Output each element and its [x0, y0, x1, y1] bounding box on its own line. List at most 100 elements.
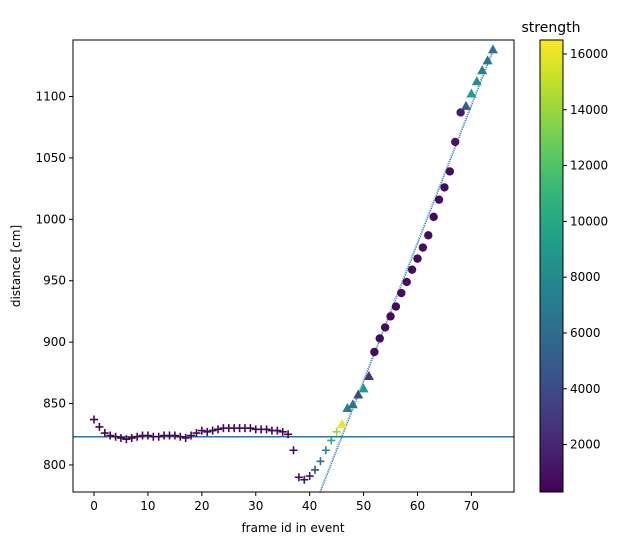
plus-point — [316, 457, 325, 466]
plus-point — [208, 426, 217, 435]
plus-point — [246, 424, 255, 433]
plus-point — [327, 436, 336, 445]
plus-point — [192, 429, 201, 438]
circle-point — [451, 137, 460, 147]
reference-lines — [73, 50, 514, 492]
plus-point — [116, 433, 125, 442]
x-tick-label: 50 — [356, 499, 371, 513]
fit-line — [319, 50, 494, 492]
plus-point — [278, 427, 287, 436]
plus-point — [214, 425, 223, 434]
y-tick-label: 1050 — [35, 151, 66, 165]
plus-point — [332, 427, 341, 436]
plus-point — [294, 473, 303, 482]
colorbar-label: strength — [522, 20, 581, 36]
circle-point — [397, 288, 406, 298]
circle-point — [386, 312, 395, 321]
y-tick-label: 1000 — [35, 212, 66, 226]
plus-point — [95, 422, 104, 431]
y-tick-label: 1100 — [35, 90, 66, 104]
plot-frame — [72, 39, 515, 493]
circle-point — [407, 265, 417, 274]
circle-point — [434, 195, 444, 204]
circle-point — [402, 277, 411, 287]
circle-point — [418, 243, 428, 252]
triangle-point — [342, 402, 353, 412]
plus-point — [311, 465, 320, 474]
plus-point — [176, 432, 185, 441]
plus-point — [289, 446, 298, 455]
colorbar-gradient — [539, 39, 564, 493]
triangle-point — [353, 389, 364, 399]
plot-area — [73, 40, 514, 492]
triangle-point — [482, 55, 493, 65]
plus-point — [300, 475, 309, 484]
y-axis-label: distance [cm] — [9, 225, 23, 307]
plus-point — [133, 432, 142, 441]
x-tick-label: 40 — [302, 499, 317, 513]
colorbar-tick-label: 16000 — [570, 47, 608, 61]
triangle-point — [358, 383, 369, 393]
x-tick-label: 20 — [194, 499, 209, 513]
circle-point — [413, 254, 422, 263]
circle-point — [370, 347, 379, 357]
triangle-point — [471, 76, 482, 86]
triangle-point — [363, 371, 374, 381]
circle-point — [429, 212, 438, 222]
x-tick-label: 70 — [464, 499, 479, 513]
plus-point — [106, 431, 115, 440]
x-tick-label: 10 — [140, 499, 155, 513]
plus-point — [154, 432, 163, 441]
circle-point — [456, 108, 465, 117]
circle-point — [424, 231, 433, 240]
triangle-point — [466, 88, 477, 98]
triangle-point — [487, 44, 498, 54]
colorbar-tick-label: 4000 — [570, 382, 601, 396]
y-tick-label: 800 — [43, 458, 66, 472]
x-tick-label: 0 — [90, 499, 98, 513]
plus-point — [181, 433, 190, 442]
plus-point — [111, 432, 120, 441]
x-axis-label: frame id in event — [241, 521, 344, 535]
plus-point — [197, 426, 206, 435]
plus-point — [321, 446, 330, 455]
colorbar-tick-label: 2000 — [570, 438, 601, 452]
circle-point — [440, 183, 449, 192]
plus-point — [187, 431, 196, 440]
plus-point — [100, 429, 109, 438]
colorbar-tick-label: 6000 — [570, 326, 601, 340]
plus-point — [305, 472, 314, 481]
plus-point — [170, 431, 179, 440]
data-points — [90, 44, 498, 484]
colorbar: 2000 4000 6000 8000 10000 12000 14000 16000 str… — [522, 20, 608, 493]
x-tick-label: 60 — [410, 499, 425, 513]
x-axis: 0 10 20 30 40 50 60 70 — [90, 492, 479, 513]
plus-point — [203, 427, 212, 436]
y-tick-label: 900 — [43, 335, 66, 349]
triangle-point — [347, 399, 358, 409]
circle-point — [380, 323, 390, 332]
plus-point — [284, 430, 293, 439]
circle-point — [375, 334, 384, 343]
triangle-point — [461, 100, 472, 110]
fit-line-shadow — [318, 50, 493, 492]
plus-point — [127, 433, 136, 442]
plus-point — [262, 425, 271, 434]
circle-point — [391, 302, 401, 311]
plus-point — [143, 431, 152, 440]
plus-point — [122, 435, 131, 444]
colorbar-tick-label: 14000 — [570, 103, 608, 117]
circle-point — [445, 167, 455, 176]
triangle-point — [337, 418, 348, 428]
plus-point — [273, 426, 282, 435]
colorbar-tick-label: 8000 — [570, 270, 601, 284]
colorbar-ticks: 2000 4000 6000 8000 10000 12000 14000 16000 — [563, 47, 608, 452]
y-tick-label: 850 — [43, 397, 66, 411]
y-axis: 800 850 900 950 1000 1050 1100 — [35, 90, 73, 472]
colorbar-tick-label: 10000 — [570, 214, 608, 228]
x-tick-label: 30 — [248, 499, 263, 513]
triangle-point — [477, 65, 488, 75]
colorbar-tick-label: 12000 — [570, 159, 608, 173]
y-tick-label: 950 — [43, 274, 66, 288]
